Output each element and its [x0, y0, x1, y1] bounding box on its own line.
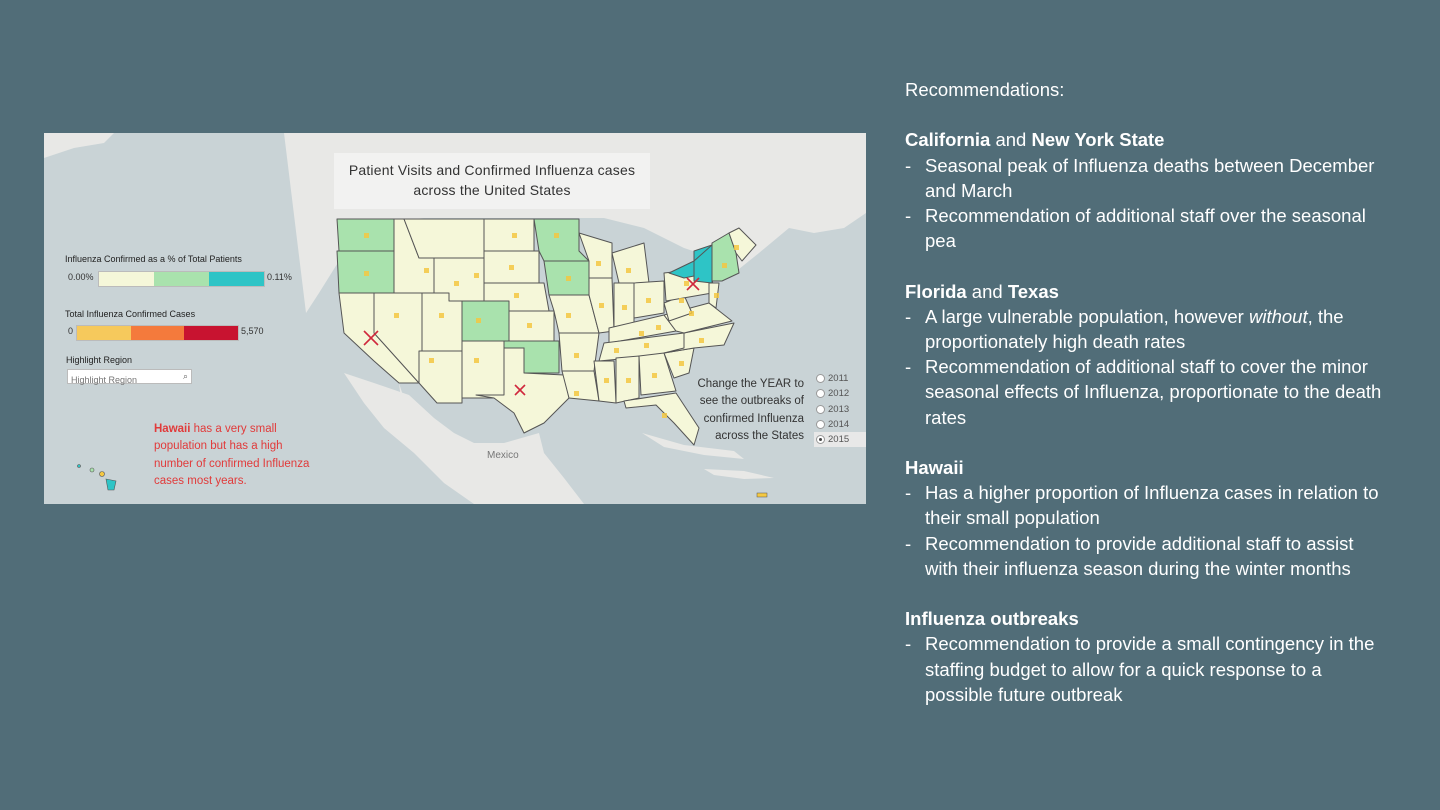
- map-label-mexico: Mexico: [487, 450, 519, 461]
- section-title-influenza-outbreaks: Influenza outbreaks: [905, 608, 1079, 630]
- title-line-2: across the United States: [413, 182, 571, 198]
- radio-icon[interactable]: [816, 435, 825, 445]
- bullet-item: - Recommendation of additional staff over…: [905, 204, 1366, 252]
- bullet-item: - Has a higher proportion of Influenza ca…: [905, 482, 1379, 529]
- year-label: 2013: [828, 403, 850, 415]
- state-new-mexico: [461, 340, 505, 399]
- state-utah: [421, 292, 463, 352]
- hawaii-note: Hawaii has a very small population but h…: [154, 421, 324, 490]
- year-label: 2015: [828, 434, 850, 446]
- state-north-dakota: [483, 218, 535, 252]
- title-line-1: Patient Visits and Confirmed Influenza c…: [348, 162, 636, 178]
- percent-legend-bar: [98, 271, 265, 287]
- section-title-california-new-york: California and New York State: [905, 129, 1165, 151]
- cases-legend-bar: [76, 325, 239, 341]
- recommendations-panel: Recommendations: California and New York…: [905, 77, 1385, 707]
- year-label: 2011: [828, 373, 849, 385]
- section-title-hawaii: Hawaii: [905, 456, 964, 478]
- state-florida: [623, 392, 700, 446]
- year-instruction: Change the YEAR to see the outbreaks of …: [697, 378, 804, 443]
- bullet-item: - Recommendation of additional staff to c…: [905, 356, 1382, 428]
- section-title-florida-texas: Florida and Texas: [905, 280, 1059, 302]
- cases-legend-label: Total Influenza Confirmed Cases: [65, 309, 196, 319]
- highlight-region-label: Highlight Region: [66, 355, 133, 365]
- cases-legend-max: 5,570: [241, 326, 264, 336]
- bullet-item: - Seasonal peak of Influenza deaths betwe…: [905, 154, 1375, 201]
- radio-icon[interactable]: [816, 420, 825, 430]
- year-option-2013[interactable]: 2013: [814, 402, 866, 417]
- year-option-2014[interactable]: 2014: [814, 417, 866, 432]
- year-label: 2014: [828, 419, 850, 431]
- percent-legend-max: 0.11%: [267, 272, 292, 282]
- state-georgia: [638, 352, 677, 396]
- search-icon[interactable]: ⌕: [182, 371, 188, 381]
- bullet-item: -A large vulnerable population, however …: [905, 305, 1344, 352]
- year-option-2015[interactable]: 2015: [814, 432, 866, 448]
- highlight-region-box[interactable]: ⌕: [67, 369, 192, 386]
- hawaii-note-name: Hawaii: [154, 423, 191, 435]
- percent-legend-label: Influenza Confirmed as a % of Total Pati…: [65, 254, 242, 264]
- year-option-2012[interactable]: 2012: [814, 386, 866, 401]
- cases-legend-min: 0: [68, 326, 74, 336]
- percent-legend-min: 0.00%: [68, 272, 94, 282]
- state-colorado: [461, 300, 510, 342]
- bullet-item: - Recommendation to provide additional st…: [905, 532, 1354, 579]
- highlight-region-input[interactable]: [68, 374, 171, 386]
- recommendations-heading: Recommendations:: [905, 79, 1065, 100]
- radio-icon[interactable]: [816, 389, 825, 399]
- tableau-dashboard: Patient Visits and Confirmed Influenza c…: [44, 133, 866, 504]
- hawaii-note-text: has a very small population but has a hi…: [154, 423, 310, 487]
- year-selector[interactable]: 2011 2012 2013 2014 2015: [814, 371, 866, 448]
- bullet-item: - Recommendation to provide a small conti…: [905, 633, 1375, 705]
- year-option-2011[interactable]: 2011: [814, 371, 866, 386]
- radio-icon[interactable]: [816, 404, 825, 414]
- state-arizona: [418, 350, 463, 404]
- year-label: 2012: [828, 388, 850, 400]
- dashboard-title: Patient Visits and Confirmed Influenza c…: [334, 153, 650, 209]
- radio-icon[interactable]: [816, 374, 825, 384]
- state-texas: [475, 347, 570, 434]
- state-arkansas: [558, 332, 600, 372]
